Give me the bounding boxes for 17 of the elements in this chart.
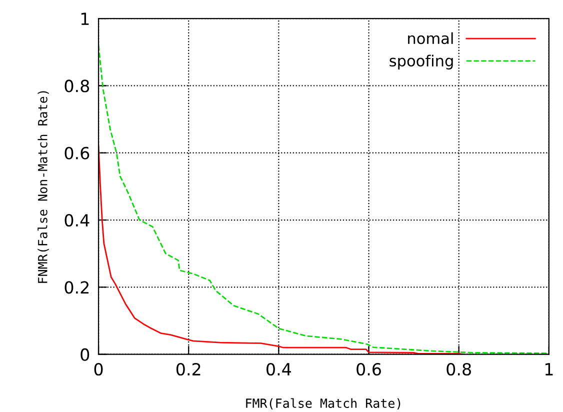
legend-label: spoofing [390, 54, 453, 70]
x-tick-label: 0.4 [266, 362, 292, 376]
y-tick-label: 0.4 [64, 214, 90, 227]
x-axis-title: FMR(False Match Rate) [246, 398, 400, 410]
x-tick-label: 0 [94, 362, 103, 376]
y-axis-title: FNMR(False Non-Match Rate) [38, 91, 49, 283]
y-tick-label: 0.6 [64, 146, 90, 160]
y-tick-label: 0.2 [64, 281, 89, 294]
x-tick-label: 0.8 [446, 362, 471, 376]
x-tick-label: 0.6 [356, 362, 381, 376]
y-tick-label: 0 [80, 348, 90, 361]
legend-label: nomal [408, 32, 453, 44]
y-tick-label: 0.8 [64, 80, 90, 92]
y-tick-label: 1 [81, 12, 89, 25]
x-tick-label: 1 [545, 363, 553, 376]
line-series [98, 145, 464, 354]
x-tick-label: 0.2 [176, 362, 200, 376]
